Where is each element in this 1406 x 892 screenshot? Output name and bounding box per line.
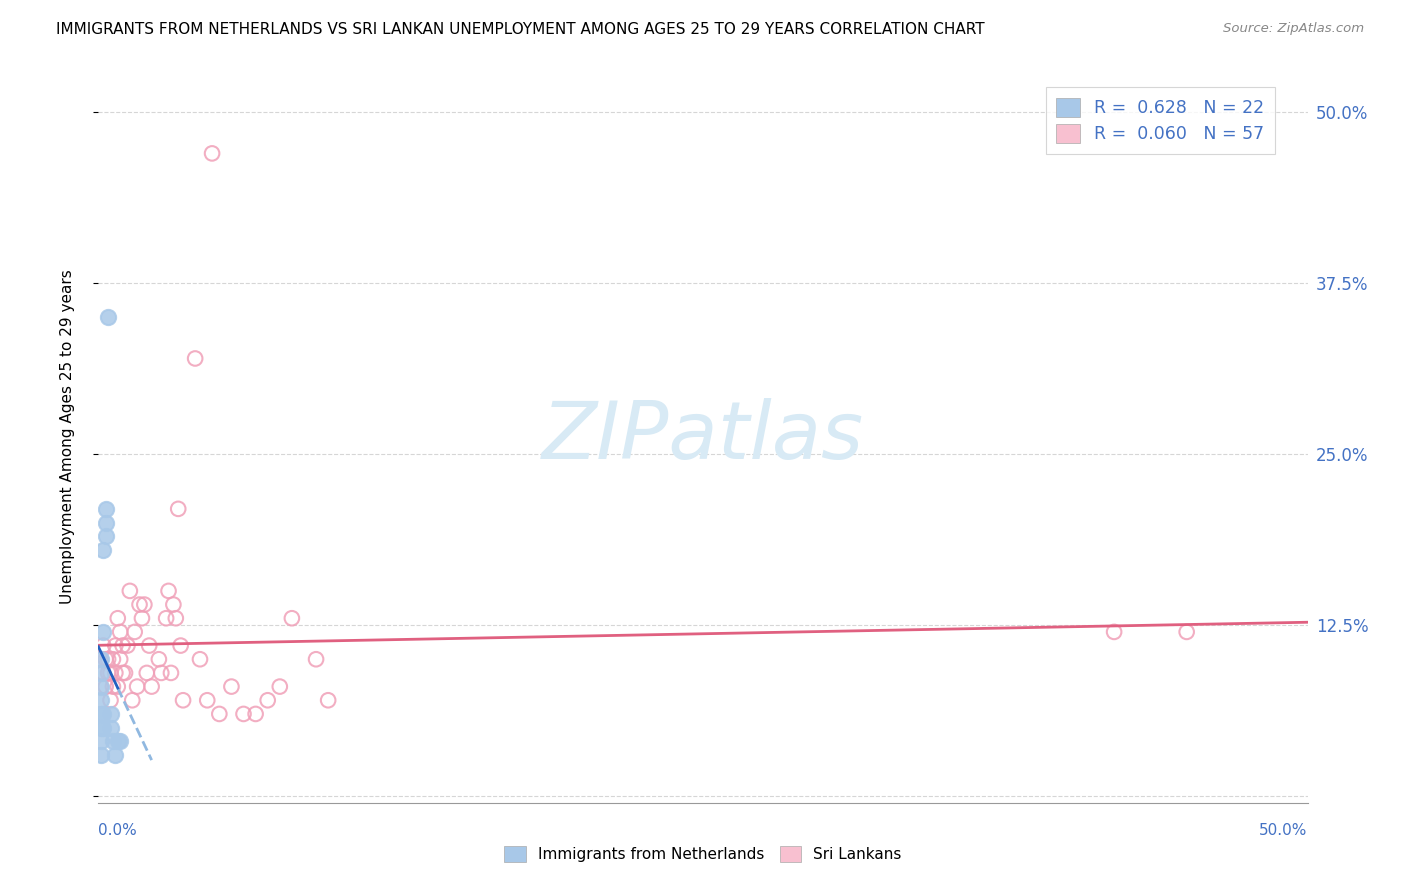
Text: IMMIGRANTS FROM NETHERLANDS VS SRI LANKAN UNEMPLOYMENT AMONG AGES 25 TO 29 YEARS: IMMIGRANTS FROM NETHERLANDS VS SRI LANKA…	[56, 22, 984, 37]
Point	[100, 706, 122, 721]
Point	[269, 680, 291, 694]
Point	[157, 583, 180, 598]
Point	[305, 652, 328, 666]
Point	[91, 665, 114, 680]
Point	[1102, 624, 1125, 639]
Point	[104, 665, 127, 680]
Point	[94, 680, 117, 694]
Point	[155, 611, 177, 625]
Point	[107, 611, 129, 625]
Point	[138, 639, 160, 653]
Point	[131, 611, 153, 625]
Point	[172, 693, 194, 707]
Point	[162, 598, 184, 612]
Point	[165, 611, 187, 625]
Point	[188, 652, 211, 666]
Y-axis label: Unemployment Among Ages 25 to 29 years: Unemployment Among Ages 25 to 29 years	[60, 269, 75, 605]
Point	[90, 706, 112, 721]
Point	[281, 611, 304, 625]
Point	[90, 680, 112, 694]
Point	[108, 734, 131, 748]
Point	[91, 721, 114, 735]
Point	[101, 680, 124, 694]
Point	[100, 693, 122, 707]
Point	[127, 680, 149, 694]
Point	[256, 693, 278, 707]
Point	[169, 639, 191, 653]
Point	[91, 542, 114, 557]
Point	[94, 652, 117, 666]
Point	[94, 516, 117, 530]
Point	[316, 693, 339, 707]
Point	[117, 639, 139, 653]
Point	[90, 747, 112, 762]
Point	[100, 665, 122, 680]
Text: 0.0%: 0.0%	[98, 823, 138, 838]
Point	[90, 652, 112, 666]
Point	[108, 624, 131, 639]
Point	[245, 706, 267, 721]
Point	[97, 665, 120, 680]
Point	[90, 734, 112, 748]
Point	[114, 665, 136, 680]
Point	[221, 680, 243, 694]
Point	[148, 652, 170, 666]
Point	[90, 652, 112, 666]
Point	[104, 747, 127, 762]
Point	[201, 146, 224, 161]
Point	[108, 652, 131, 666]
Point	[1175, 624, 1198, 639]
Point	[91, 706, 114, 721]
Point	[101, 652, 124, 666]
Point	[111, 665, 134, 680]
Text: 50.0%: 50.0%	[1260, 823, 1308, 838]
Point	[134, 598, 156, 612]
Point	[107, 734, 129, 748]
Point	[128, 598, 150, 612]
Point	[100, 721, 122, 735]
Point	[121, 693, 143, 707]
Point	[160, 665, 183, 680]
Point	[195, 693, 218, 707]
Point	[97, 652, 120, 666]
Point	[104, 639, 127, 653]
Point	[101, 734, 124, 748]
Point	[208, 706, 231, 721]
Point	[141, 680, 163, 694]
Point	[232, 706, 254, 721]
Text: Source: ZipAtlas.com: Source: ZipAtlas.com	[1223, 22, 1364, 36]
Point	[97, 310, 120, 325]
Text: ZIPatlas: ZIPatlas	[541, 398, 865, 476]
Point	[94, 501, 117, 516]
Point	[90, 665, 112, 680]
Point	[135, 665, 157, 680]
Point	[91, 639, 114, 653]
Point	[167, 501, 190, 516]
Point	[118, 583, 141, 598]
Legend: Immigrants from Netherlands, Sri Lankans: Immigrants from Netherlands, Sri Lankans	[498, 840, 908, 868]
Point	[150, 665, 173, 680]
Point	[124, 624, 146, 639]
Point	[184, 351, 207, 366]
Point	[90, 721, 112, 735]
Point	[94, 529, 117, 543]
Point	[90, 693, 112, 707]
Point	[111, 639, 134, 653]
Point	[107, 680, 129, 694]
Point	[90, 680, 112, 694]
Point	[91, 624, 114, 639]
